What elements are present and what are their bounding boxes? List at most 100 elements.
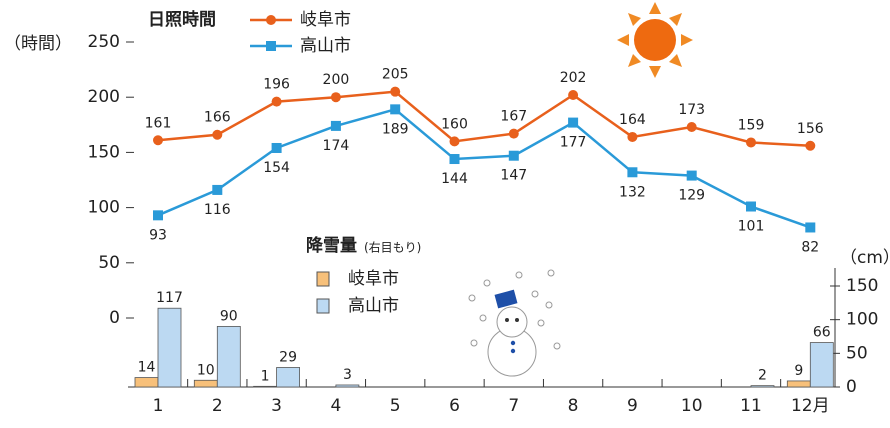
bar [750,385,775,388]
bar [157,307,182,388]
marker [627,167,638,178]
data-label: 116 [204,202,231,218]
y-tick-label: 50 [98,253,120,273]
bar [335,384,360,388]
legend-label: 岐阜市 [300,10,351,30]
marker [330,92,341,103]
y-tick-label: 100 [88,198,120,218]
data-label: 9 [794,363,803,379]
x-tick-label: 8 [568,396,579,416]
marker [330,120,341,131]
bar [134,377,159,388]
y-axis-label: （時間） [4,34,72,54]
y2-tick-label: 100 [846,310,878,330]
data-label: 2 [758,368,767,384]
marker [390,104,401,115]
marker [686,122,697,133]
x-tick-label: 10 [681,396,703,416]
bar [216,325,241,388]
data-label: 3 [343,367,352,383]
marker [746,137,756,148]
data-label: 164 [619,112,646,128]
marker [686,170,697,181]
legend-label: 高山市 [348,296,399,316]
y2-tick-label: 50 [846,343,868,363]
bar-subtitle: (右目もり) [364,240,421,255]
line [157,90,811,148]
data-label: 1 [261,368,270,384]
x-tick-label: 12月 [791,396,830,416]
marker [508,150,519,161]
x-tick-label: 9 [627,396,638,416]
y-tick-label: 200 [88,87,120,107]
marker [746,201,756,212]
data-label: 161 [145,115,172,131]
data-label: 159 [738,117,765,133]
marker [805,222,816,233]
marker [805,140,816,151]
marker [568,89,579,100]
marker [212,129,223,140]
data-label: 154 [263,160,290,176]
data-label: 205 [382,67,409,83]
marker [390,86,401,97]
marker [153,135,163,146]
bar-title: 降雪量 [306,235,357,256]
legend-marker [266,41,276,51]
data-label: 156 [797,121,824,137]
data-label: 166 [204,110,231,126]
data-label: 101 [738,218,765,234]
x-tick-label: 6 [449,396,460,416]
marker [271,142,282,153]
data-label: 200 [323,72,350,88]
bar [276,367,301,388]
x-tick-label: 3 [271,396,282,416]
marker [271,96,282,107]
x-tick-label: 5 [390,396,401,416]
data-label: 144 [441,171,468,187]
data-label: 202 [560,70,587,86]
marker [627,131,638,142]
data-label: 132 [619,184,646,200]
data-label: 196 [263,77,290,93]
y2-axis-label: （cm） [840,248,890,268]
legend-marker [266,15,276,25]
line [157,107,811,229]
legend-swatch [316,298,330,314]
marker [212,184,223,195]
data-label: 14 [138,360,156,376]
bar [253,385,278,388]
marker [153,210,163,221]
data-label: 189 [382,121,409,137]
data-label: 10 [197,362,215,378]
x-tick-label: 7 [508,396,519,416]
y-tick-label: 0 [109,308,120,328]
marker [449,136,460,147]
data-label: 177 [560,135,587,151]
legend-swatch [316,271,330,287]
snowman [468,269,561,377]
x-tick-label: 2 [212,396,223,416]
line-title: 日照時間 [148,9,216,30]
x-tick-label: 1 [153,396,164,416]
data-label: 93 [149,227,167,243]
marker [508,128,519,139]
y2-tick-label: 0 [846,377,857,397]
sun [617,2,693,78]
data-label: 66 [813,325,831,341]
data-label: 90 [220,308,238,324]
data-label: 129 [678,188,705,204]
data-label: 117 [156,290,183,306]
legend-label: 岐阜市 [348,269,399,289]
y-tick-label: 250 [88,32,120,52]
data-label: 160 [441,116,468,132]
data-label: 29 [279,349,297,365]
bar [809,342,834,388]
data-label: 167 [500,109,527,125]
marker [449,154,460,165]
bar [786,380,811,388]
marker [568,117,579,128]
bar [193,379,218,388]
data-label: 147 [500,168,527,184]
